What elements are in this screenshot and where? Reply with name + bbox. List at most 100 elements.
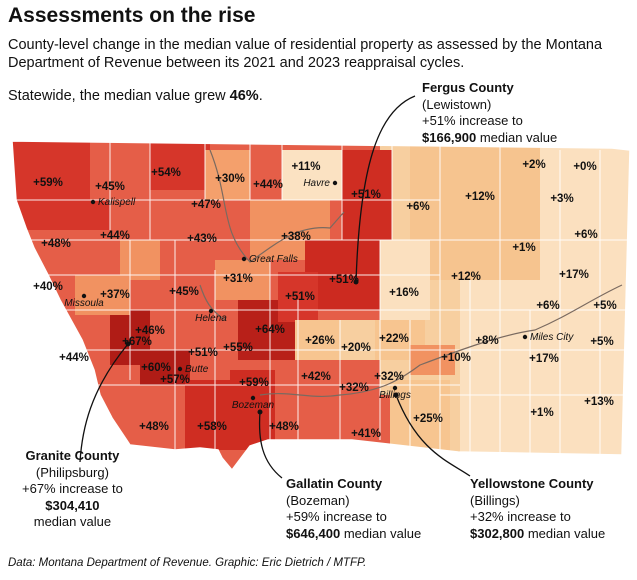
fergus-callout: Fergus County (Lewistown) +51% increase … [422,80,557,146]
county-label: +42% [301,371,331,383]
statewide-note: Statewide, the median value grew 46%. [8,88,263,104]
yellowstone-name: Yellowstone County [470,476,594,491]
callout-dots [125,279,399,415]
statewide-value: 46% [229,88,259,104]
fergus-name: Fergus County [422,80,514,95]
county-label: +10% [441,352,471,364]
statewide-suffix: . [258,88,263,104]
county-label: +22% [379,333,409,345]
county-label: +45% [169,286,199,298]
yellowstone-line1: +32% increase to [470,509,571,524]
state-outline [11,140,631,472]
county-label: +2% [522,159,545,171]
county-label: +59% [33,177,63,189]
county-label: +3% [550,193,573,205]
city-label: Bozeman [232,400,275,411]
county-label: +44% [100,230,130,242]
county-label: +0% [573,161,596,173]
gallatin-seat: (Bozeman) [286,492,350,508]
city-dot [208,308,214,314]
county-label: +26% [305,335,335,347]
county-borders [12,141,630,460]
county-label: +30% [215,173,245,185]
county-label: +12% [451,271,481,283]
fergus-seat: (Lewistown) [422,96,492,112]
powell-county [120,240,160,280]
statewide-prefix: Statewide, the median value grew [8,88,230,104]
county-label: +43% [187,233,217,245]
county-label: +41% [351,428,381,440]
city-label: Havre [303,178,330,189]
county-label: +48% [139,421,169,433]
footer-credit: Data: Montana Department of Revenue. Gra… [8,557,367,569]
county-label: +46% [135,325,165,337]
county-label: +44% [253,179,283,191]
rivers [199,149,623,398]
county-fills [12,141,630,470]
county-label: +51% [188,347,218,359]
city-dot [522,334,528,340]
county-label: +31% [223,273,253,285]
callout-lines [79,95,471,479]
yellowstone-callout: Yellowstone County (Billings) +32% incre… [470,476,605,542]
county-label: +51% [351,189,381,201]
county-label: +59% [239,377,269,389]
county-label: +16% [389,287,419,299]
gallatin-leader [258,411,283,479]
granite-name: Granite County [25,448,120,463]
gallatin-county [230,370,275,450]
city-dot [241,256,247,262]
yellowstone-dot [393,392,399,398]
city-dot [392,385,398,391]
city-dot [177,366,183,372]
yellowstone-line2: median value [524,525,606,541]
gallatin-value: $646,400 [286,525,341,541]
county-label: +57% [160,374,190,386]
county-label: +60% [141,362,171,374]
yellowstone-leader [395,394,471,477]
fergus-value: $166,900 [422,129,477,145]
city-dot [90,199,96,205]
county-label: +12% [465,191,495,203]
page-title: Assessments on the rise [8,4,256,27]
county-label: +51% [329,274,359,286]
county-labels: +59% +45% +54% +30% +44% +11% +51% +2% +0% +47% +6… [33,159,617,440]
granite-leader [79,343,129,463]
granite-line2: median value [33,514,112,529]
county-label: +5% [593,300,616,312]
city-label: Butte [185,364,209,375]
city-label: Helena [195,313,227,324]
county-label: +6% [574,229,597,241]
county-label: +64% [255,324,285,336]
city-label: Kalispell [98,197,136,208]
madison-county [185,380,235,450]
county-label: +44% [59,352,89,364]
golden-valley-county [340,320,380,360]
fergus-line1: +51% increase to [422,113,523,128]
silver-bow-county [140,350,190,385]
county-label: +25% [413,413,443,425]
county-label: +17% [529,353,559,365]
county-label: +6% [406,201,429,213]
granite-seat: (Philipsburg) [35,464,109,480]
county-label: +55% [223,342,253,354]
county-label: +48% [41,238,71,250]
liberty-county [252,150,282,200]
county-label: +38% [281,231,311,243]
granite-value: $304,410 [45,497,100,513]
county-label: +51% [285,291,315,303]
county-label: +45% [95,181,125,193]
yellowstone-seat: (Billings) [470,492,520,508]
city-label: Missoula [64,298,104,309]
gallatin-line1: +59% increase to [286,509,387,524]
county-label: +58% [197,421,227,433]
county-label: +17% [559,269,589,281]
petroleum-county [380,240,430,320]
fergus-line2: median value [476,129,558,145]
county-label: +32% [339,382,369,394]
granite-line1: +67% increase to [22,481,123,496]
city-dot [81,293,87,299]
county-label: +32% [374,371,404,383]
blaine-county [342,150,392,240]
county-label: +54% [151,167,181,179]
